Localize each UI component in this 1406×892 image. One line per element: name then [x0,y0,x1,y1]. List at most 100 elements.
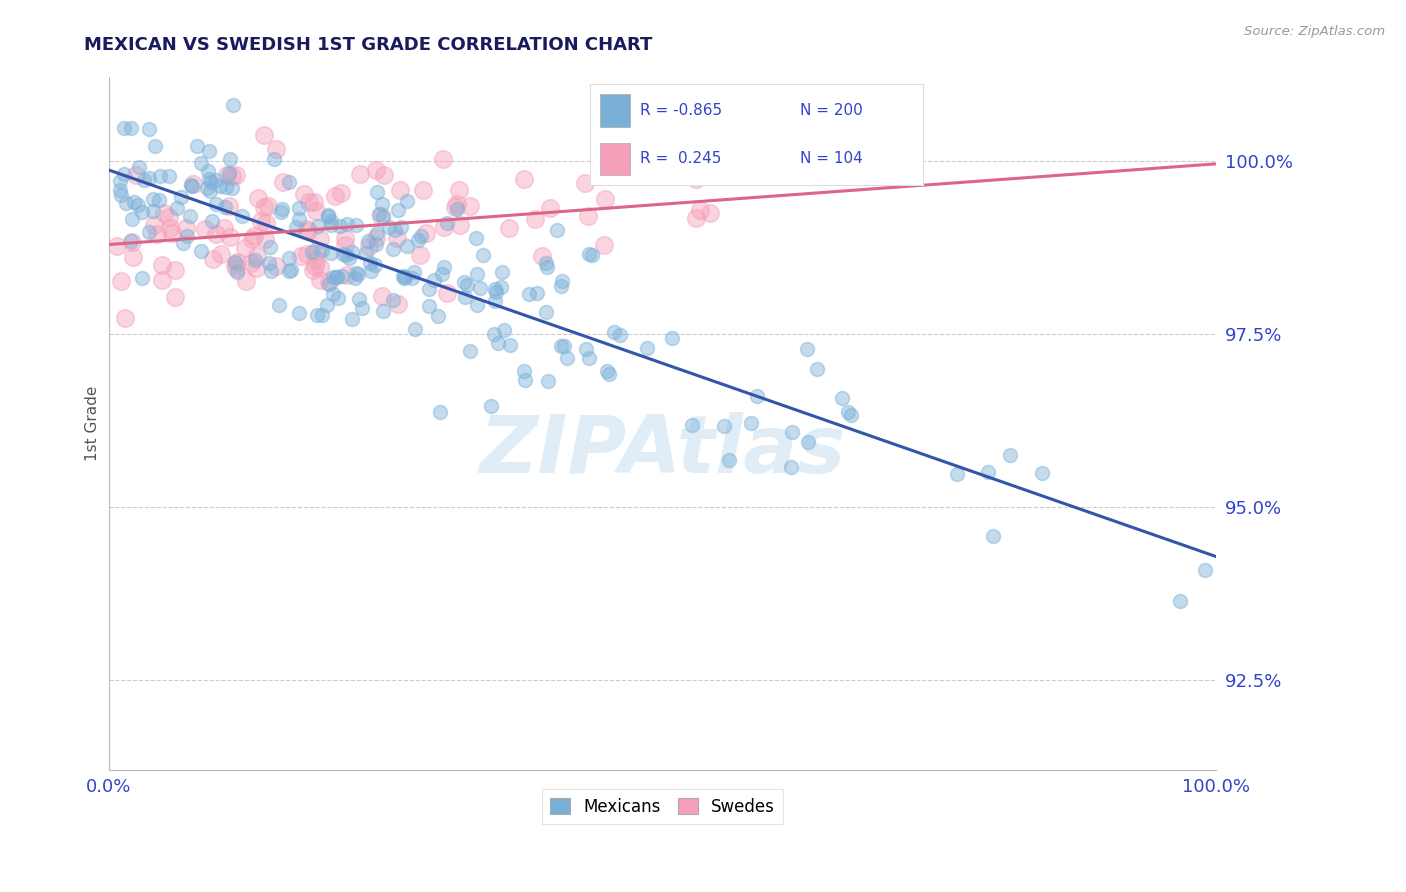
Point [198,172,221,186]
Point [409,248,432,262]
Point [411,228,433,243]
Point [221,180,243,194]
Point [458,343,481,358]
Point [172,235,194,250]
Point [806,362,828,376]
Point [337,252,360,266]
Point [120,120,142,135]
Point [246,249,269,263]
Point [415,226,437,240]
Point [292,186,315,201]
Point [287,202,309,216]
Point [364,231,387,245]
Point [277,264,299,278]
Point [179,210,201,224]
Point [436,216,458,230]
Point [385,231,408,245]
Point [745,389,768,403]
Point [636,341,658,355]
Point [981,529,1004,543]
Point [326,269,349,284]
Point [308,232,330,246]
Point [432,219,454,234]
Point [661,331,683,345]
Y-axis label: 1st Grade: 1st Grade [86,386,100,461]
Point [270,204,292,219]
Point [595,364,617,378]
Point [359,256,381,270]
Point [498,220,520,235]
Point [429,405,451,419]
Point [486,336,509,351]
Point [254,232,277,246]
Point [218,166,240,180]
Point [225,168,247,182]
Point [370,209,392,223]
Point [364,258,387,272]
Point [513,364,536,378]
Point [342,245,364,260]
Point [219,152,242,166]
Point [681,418,703,433]
Point [174,221,197,235]
Point [176,229,198,244]
Point [249,213,271,227]
Point [598,367,620,381]
Point [430,267,453,281]
Point [368,207,391,221]
Point [108,184,131,198]
Point [391,268,413,283]
Point [344,218,367,232]
Point [280,263,302,277]
Point [740,416,762,430]
Point [418,282,440,296]
Point [157,169,180,183]
Point [685,211,707,225]
Point [128,160,150,174]
Point [224,258,246,272]
Point [329,186,352,200]
Point [432,152,454,166]
Point [202,252,225,266]
Point [482,326,505,341]
Point [195,181,218,195]
Point [311,244,333,258]
Point [603,325,626,339]
Point [301,245,323,260]
Point [384,223,406,237]
Point [453,290,475,304]
Point [141,192,163,206]
Point [160,227,183,241]
Point [349,167,371,181]
Point [513,171,536,186]
Point [311,308,333,322]
Point [298,195,321,210]
Point [112,167,135,181]
Point [357,234,380,248]
Point [309,273,332,287]
Point [578,247,600,261]
Point [404,265,426,279]
Point [318,277,340,291]
Point [609,328,631,343]
Point [333,230,356,244]
Point [335,248,357,262]
Point [235,274,257,288]
Point [538,201,561,215]
Point [332,269,354,284]
Point [555,351,578,366]
Point [470,280,492,294]
Point [131,271,153,285]
Point [1168,594,1191,608]
Point [198,184,221,198]
Point [412,183,434,197]
Legend: Mexicans, Swedes: Mexicans, Swedes [541,789,783,824]
Point [837,405,859,419]
Point [110,188,132,202]
Point [323,189,346,203]
Point [316,209,339,223]
Point [513,373,536,387]
Point [427,310,450,324]
Point [122,194,145,209]
Point [121,211,143,226]
